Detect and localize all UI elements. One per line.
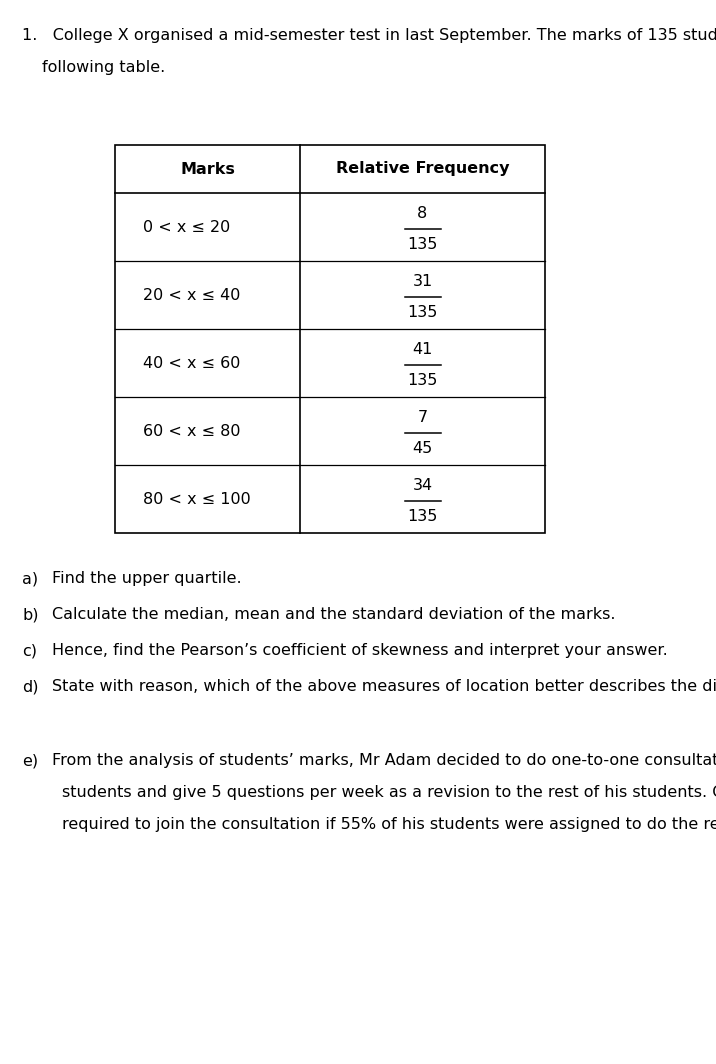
Text: students and give 5 questions per week as a revision to the rest of his students: students and give 5 questions per week a… xyxy=(62,785,716,800)
Text: 1.   College X organised a mid-semester test in last September. The marks of 135: 1. College X organised a mid-semester te… xyxy=(22,28,716,43)
Text: 80 < x ≤ 100: 80 < x ≤ 100 xyxy=(143,492,251,506)
Text: following table.: following table. xyxy=(42,60,165,74)
Text: 60 < x ≤ 80: 60 < x ≤ 80 xyxy=(143,423,241,438)
Text: Hence, find the Pearson’s coefficient of skewness and interpret your answer.: Hence, find the Pearson’s coefficient of… xyxy=(52,643,668,658)
Text: 41: 41 xyxy=(412,342,432,358)
Text: Relative Frequency: Relative Frequency xyxy=(336,162,509,177)
Text: required to join the consultation if 55% of his students were assigned to do the: required to join the consultation if 55%… xyxy=(62,817,716,832)
Text: 135: 135 xyxy=(407,373,437,388)
Text: 135: 135 xyxy=(407,305,437,320)
Bar xyxy=(115,145,545,533)
Text: b): b) xyxy=(22,606,39,622)
Text: a): a) xyxy=(22,571,38,586)
Text: Marks: Marks xyxy=(180,162,235,177)
Text: Calculate the median, mean and the standard deviation of the marks.: Calculate the median, mean and the stand… xyxy=(52,606,616,622)
Text: From the analysis of students’ marks, Mr Adam decided to do one-to-one consultat: From the analysis of students’ marks, Mr… xyxy=(52,753,716,768)
Text: Find the upper quartile.: Find the upper quartile. xyxy=(52,571,241,586)
Text: 20 < x ≤ 40: 20 < x ≤ 40 xyxy=(143,287,241,302)
Text: 34: 34 xyxy=(412,478,432,493)
Text: 0 < x ≤ 20: 0 < x ≤ 20 xyxy=(143,219,231,234)
Text: 40 < x ≤ 60: 40 < x ≤ 60 xyxy=(143,355,241,370)
Text: d): d) xyxy=(22,679,39,694)
Text: 135: 135 xyxy=(407,237,437,252)
Text: 45: 45 xyxy=(412,440,432,456)
Text: 7: 7 xyxy=(417,410,427,425)
Text: 135: 135 xyxy=(407,509,437,523)
Text: State with reason, which of the above measures of location better describes the : State with reason, which of the above me… xyxy=(52,679,716,694)
Text: 8: 8 xyxy=(417,206,427,221)
Text: e): e) xyxy=(22,753,38,768)
Text: c): c) xyxy=(22,643,37,658)
Text: 31: 31 xyxy=(412,275,432,289)
